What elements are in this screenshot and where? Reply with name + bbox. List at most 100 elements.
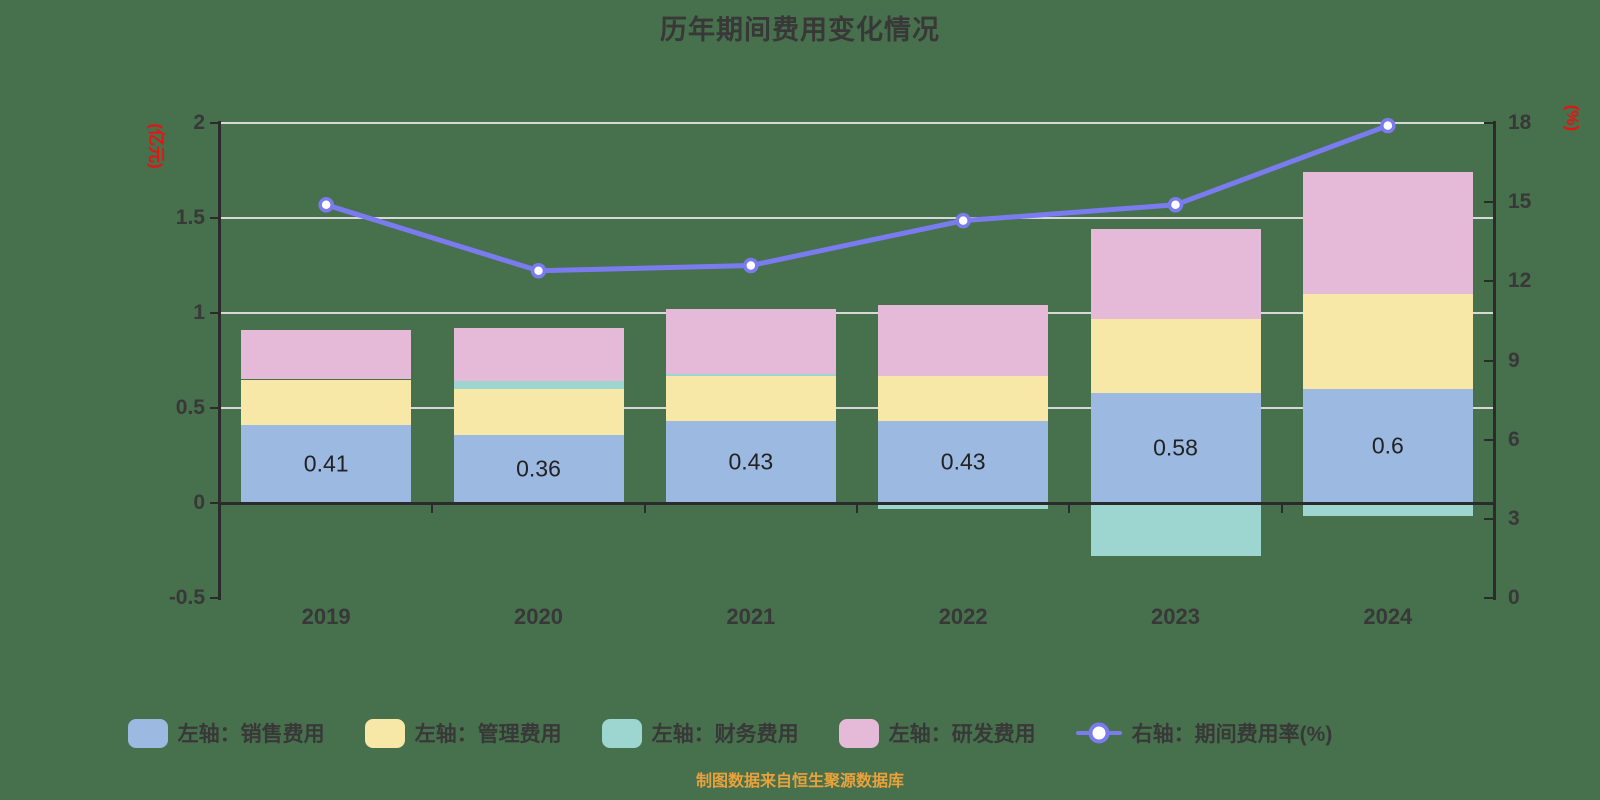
left-axis-tick-label: 0.5 — [175, 396, 205, 419]
left-axis-line — [218, 121, 221, 600]
left-axis-unit-label: (亿元) — [146, 123, 166, 169]
right-axis-tick — [1484, 517, 1494, 520]
left-axis-tick — [210, 502, 220, 504]
bar-segment-rnd[interactable] — [241, 330, 412, 380]
rate-point[interactable] — [743, 257, 759, 274]
bar-segment-rnd[interactable] — [878, 305, 1049, 376]
right-axis-tick-label: 15 — [1508, 190, 1532, 214]
bar-value-label: 0.43 — [940, 448, 986, 475]
bar-value-label: 0.6 — [1371, 432, 1404, 459]
right-axis-tick — [1484, 201, 1494, 204]
bar-segment-rnd[interactable] — [665, 309, 836, 374]
bar-segment-sales[interactable] — [453, 434, 624, 503]
gridline — [220, 407, 1494, 409]
right-axis-tick-label: 18 — [1508, 111, 1532, 134]
bar-value-label: 0.41 — [303, 450, 349, 477]
x-axis-category-label: 2022 — [938, 604, 988, 629]
right-axis-tick-label: 12 — [1508, 269, 1532, 293]
legend-swatch-icon — [838, 718, 879, 748]
right-axis-unit-label: (%) — [1563, 104, 1582, 132]
x-axis-tick — [643, 503, 646, 513]
gridline — [220, 312, 1494, 314]
legend-item-finance[interactable]: 左轴：财务费用 — [601, 718, 799, 748]
legend-swatch-icon — [364, 718, 405, 748]
right-axis-tick-label: 0 — [1508, 586, 1520, 609]
bar-segment-sales[interactable] — [1090, 392, 1261, 503]
x-axis-tick — [856, 503, 858, 513]
right-axis-line — [1493, 121, 1496, 600]
bar-segment-admin[interactable] — [1302, 294, 1473, 389]
left-axis-tick — [210, 407, 220, 409]
right-axis-tick — [1484, 122, 1494, 124]
legend-item-rnd[interactable]: 左轴：研发费用 — [838, 718, 1036, 748]
right-axis-tick-label: 9 — [1508, 348, 1520, 372]
bar-value-label: 0.58 — [1153, 434, 1198, 461]
bar-segment-sales[interactable] — [665, 421, 836, 503]
rate-point[interactable] — [1167, 197, 1184, 213]
left-axis-tick — [210, 312, 220, 314]
x-axis-tick — [1493, 503, 1495, 513]
x-axis-category-label: 2023 — [1151, 604, 1200, 629]
left-axis-tick — [210, 597, 220, 599]
bar-segment-sales[interactable] — [878, 421, 1049, 503]
bar-segment-admin[interactable] — [878, 375, 1049, 422]
gridline — [220, 122, 1494, 124]
legend-label: 左轴：销售费用 — [177, 723, 325, 746]
bar-segment-finance[interactable] — [453, 381, 624, 389]
right-axis-tick — [1484, 438, 1494, 441]
bar-value-label: 0.43 — [728, 448, 774, 475]
x-axis-tick — [1068, 503, 1071, 513]
bar-segment-admin[interactable] — [453, 389, 624, 435]
legend-label: 左轴：财务费用 — [651, 723, 799, 746]
right-axis-tick-label: 6 — [1508, 427, 1520, 451]
chart-legend: 左轴：销售费用 左轴：管理费用 左轴：财务费用 左轴：研发费用 右轴：期间费用率(%) — [0, 710, 1460, 756]
bar-segment-finance[interactable] — [878, 503, 1049, 509]
left-axis-tick-label: 0 — [193, 491, 205, 514]
legend-swatch-icon — [601, 718, 642, 748]
bar-segment-admin[interactable] — [1090, 318, 1261, 393]
x-axis-category-label: 2021 — [726, 604, 776, 629]
bar-segment-finance[interactable] — [665, 373, 836, 376]
bar-segment-rnd[interactable] — [1302, 172, 1473, 294]
bar-segment-sales[interactable] — [1302, 389, 1473, 503]
x-axis-category-label: 2020 — [514, 604, 563, 629]
right-axis-tick — [1484, 597, 1494, 599]
legend-item-admin[interactable]: 左轴：管理费用 — [364, 718, 562, 748]
rate-point[interactable] — [318, 197, 334, 213]
bar-value-label: 0.36 — [516, 455, 561, 482]
footer-note: 制图数据来自恒生聚源数据库 — [695, 773, 904, 790]
right-axis-tick-label: 3 — [1508, 506, 1520, 530]
left-axis-tick — [210, 217, 220, 219]
rate-point[interactable] — [530, 263, 547, 279]
x-axis-tick — [1280, 503, 1283, 513]
left-axis-tick-label: 1 — [193, 301, 205, 324]
left-axis-tick-label: 1.5 — [175, 206, 205, 229]
x-axis-category-label: 2019 — [301, 604, 351, 629]
right-axis-tick — [1484, 280, 1494, 283]
x-axis-tick — [219, 503, 221, 513]
left-axis-tick-label: 2 — [193, 111, 205, 134]
legend-marker-icon — [1088, 722, 1110, 744]
left-axis-tick — [210, 122, 220, 124]
legend-swatch-icon — [127, 718, 168, 748]
bar-segment-admin[interactable] — [241, 379, 412, 426]
bar-segment-admin[interactable] — [665, 375, 836, 422]
bar-segment-rnd[interactable] — [1090, 229, 1261, 319]
legend-item-line[interactable]: 右轴：期间费用率(%) — [1075, 718, 1333, 748]
left-axis-tick-label: -0.5 — [168, 586, 205, 609]
legend-label: 右轴：期间费用率(%) — [1131, 723, 1333, 746]
legend-item-sales[interactable]: 左轴：销售费用 — [127, 718, 325, 748]
bar-segment-finance[interactable] — [1302, 503, 1473, 517]
right-axis-tick — [1484, 359, 1494, 362]
zero-axis-line — [220, 502, 1494, 505]
bar-segment-rnd[interactable] — [453, 328, 624, 382]
page-title: 历年期间费用变化情况 — [660, 15, 940, 45]
legend-line-icon — [1075, 722, 1122, 744]
x-axis-category-label: 2024 — [1363, 604, 1413, 629]
bar-segment-sales[interactable] — [241, 425, 412, 503]
x-axis-tick — [431, 503, 434, 513]
legend-label: 左轴：研发费用 — [888, 723, 1036, 746]
legend-label: 左轴：管理费用 — [414, 723, 562, 746]
bar-segment-finance[interactable] — [1090, 503, 1261, 557]
